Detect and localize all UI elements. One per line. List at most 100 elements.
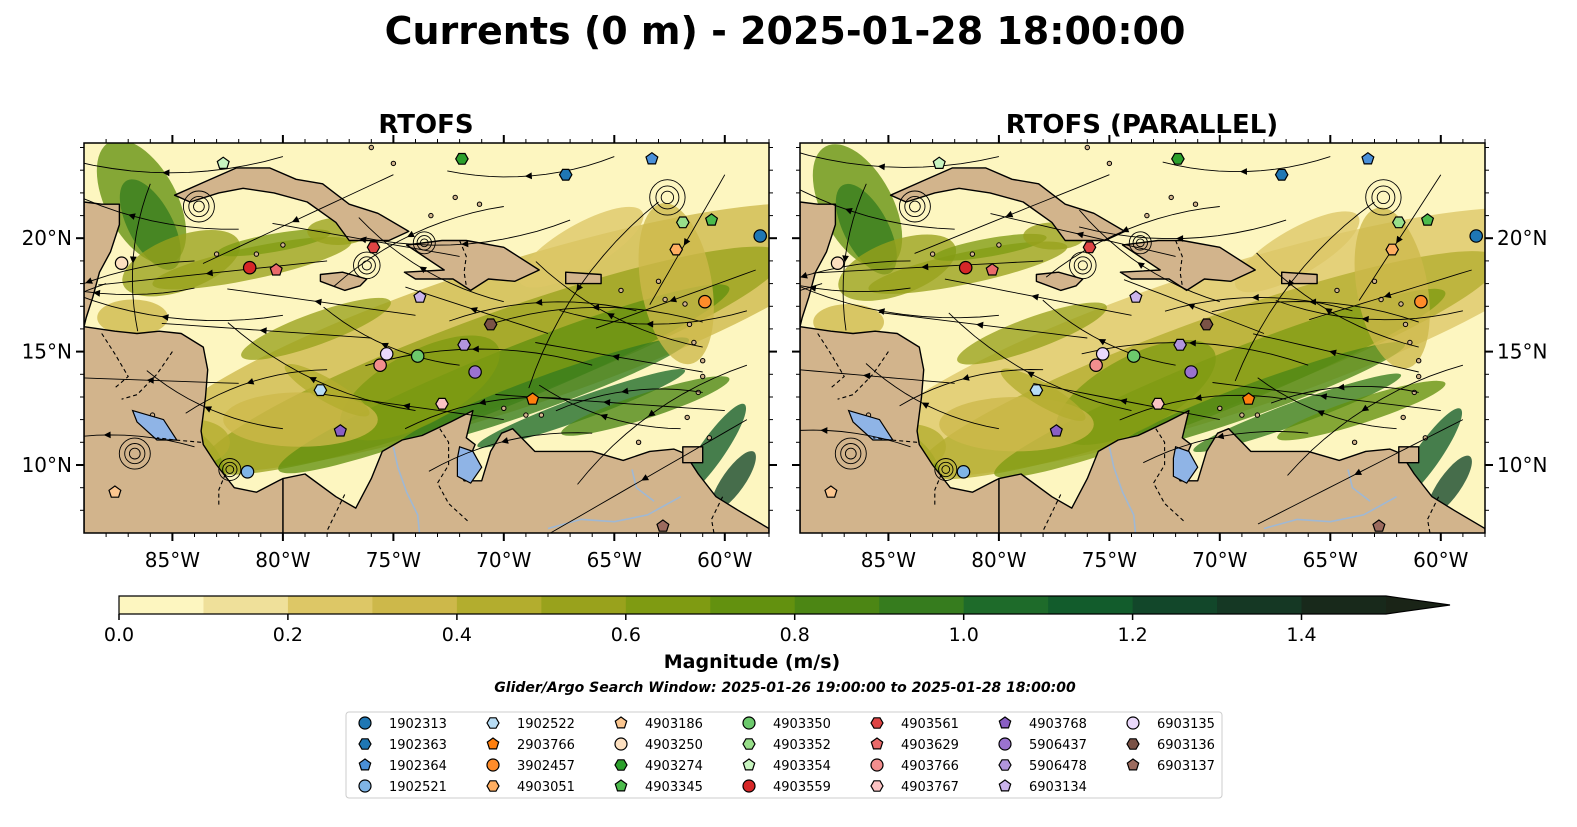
streamline-arrow xyxy=(1194,394,1202,401)
y-tick-label: 15°N xyxy=(22,340,72,364)
x-tick-label: 75°W xyxy=(366,548,421,572)
streamline xyxy=(944,278,1132,316)
streamline xyxy=(404,396,571,430)
speed-contour xyxy=(1277,380,1446,441)
eddy xyxy=(1073,256,1092,275)
streamline-arrow xyxy=(501,437,509,444)
eddy xyxy=(416,235,432,251)
island xyxy=(691,339,697,346)
speed-contour xyxy=(477,369,686,448)
legend-frame xyxy=(345,711,1223,799)
eddy xyxy=(941,465,951,474)
platform-marker xyxy=(985,263,999,276)
streamline-arrow xyxy=(1354,468,1362,475)
platform-marker xyxy=(669,243,684,256)
speed-contour xyxy=(957,302,1107,365)
platform-marker xyxy=(366,241,381,254)
platform-marker xyxy=(525,392,540,405)
platform-marker xyxy=(753,229,767,243)
streamline-arrow xyxy=(205,269,213,277)
eddy xyxy=(1132,235,1148,251)
streamline-arrow xyxy=(1098,339,1107,346)
colorbar-segment xyxy=(287,596,373,614)
island xyxy=(1334,287,1340,294)
island xyxy=(280,242,286,248)
colorbar-segment xyxy=(879,596,965,614)
streamline xyxy=(549,419,748,533)
eddy xyxy=(1077,260,1088,271)
island xyxy=(1371,278,1378,284)
streamline xyxy=(1257,377,1397,430)
eddy xyxy=(182,190,215,223)
speed-contour xyxy=(711,451,756,511)
legend-label: 1902363 xyxy=(389,738,447,753)
eddy xyxy=(412,231,436,255)
streamline-arrow xyxy=(103,431,111,439)
platform-marker xyxy=(1126,349,1141,363)
x-tick-label: 85°W xyxy=(145,548,200,572)
streamline-arrow xyxy=(1121,226,1130,233)
streamline xyxy=(800,260,911,278)
eddy xyxy=(357,256,376,275)
streamline-arrow xyxy=(129,256,137,264)
streamline-arrow xyxy=(128,213,136,220)
streamline-arrow xyxy=(471,345,479,353)
colorbar-segment xyxy=(372,596,458,614)
legend-marker xyxy=(998,716,1012,729)
legend-marker xyxy=(614,716,628,729)
streamline-arrow xyxy=(524,172,532,180)
colorbar-label: Magnitude (m/s) xyxy=(664,651,841,673)
streamline-arrow xyxy=(259,327,267,335)
eddy xyxy=(898,190,931,223)
platform-marker xyxy=(558,168,573,181)
streamline-arrow xyxy=(1076,231,1084,239)
streamline xyxy=(800,429,911,448)
streamline xyxy=(559,309,748,325)
platform-marker xyxy=(830,256,845,270)
legend-label: 1902522 xyxy=(517,717,575,732)
streamline-arrow xyxy=(641,474,649,481)
platform-marker xyxy=(1385,243,1400,256)
legend-marker xyxy=(486,758,500,772)
streamline-arrow xyxy=(612,353,620,361)
legend-marker xyxy=(486,737,500,750)
platform-marker xyxy=(1129,290,1143,303)
eddy xyxy=(225,465,235,474)
island xyxy=(929,251,936,257)
island xyxy=(1400,414,1406,421)
streamline-arrow xyxy=(402,403,411,410)
speed-contour xyxy=(97,299,168,336)
speed-contour xyxy=(340,335,500,441)
colorbar-ticks: 0.0 0.2 0.4 0.6 0.8 1.0 1.2 1.4 xyxy=(104,614,1317,646)
streamline xyxy=(84,198,239,230)
colorbar-segments xyxy=(118,595,1451,615)
platform-marker xyxy=(216,156,230,169)
streamline-arrow xyxy=(1031,293,1039,301)
streamline-arrow xyxy=(800,272,808,279)
eddy xyxy=(419,238,429,248)
island xyxy=(1168,194,1174,201)
platform-marker xyxy=(1089,358,1103,372)
streamline xyxy=(1309,269,1472,321)
legend-marker xyxy=(614,737,628,751)
island xyxy=(1254,412,1261,418)
island xyxy=(1398,301,1404,307)
streamline-arrow xyxy=(921,263,929,271)
streamline-arrow xyxy=(1251,294,1259,301)
x-tick-label: 65°W xyxy=(1303,548,1358,572)
y-axis-right: 10°N 15°N 20°N xyxy=(792,147,1547,511)
streamlines xyxy=(800,152,1472,525)
streamline xyxy=(595,269,756,329)
colorbar-segment xyxy=(1048,596,1134,614)
speed-contour xyxy=(1234,211,1360,293)
x-tick-label: 80°W xyxy=(255,548,310,572)
island xyxy=(476,201,483,207)
eddy xyxy=(118,437,151,470)
eddy xyxy=(222,461,238,478)
platform-marker xyxy=(1361,151,1375,165)
eddy xyxy=(904,195,926,218)
colorbar-segment xyxy=(1301,596,1387,614)
border xyxy=(1426,496,1440,533)
legend-marker xyxy=(358,738,372,750)
streamline-arrow xyxy=(683,238,691,246)
